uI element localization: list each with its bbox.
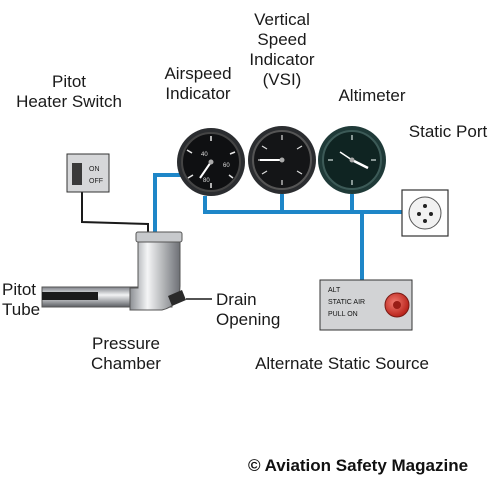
alternate-static-source-label: Alternate Static Source <box>255 354 429 373</box>
switch-on-label: ON <box>89 166 100 173</box>
static-port <box>401 189 449 237</box>
pitot-tube-label: Pitot Tube <box>2 280 41 319</box>
static-port-label: Static Port <box>408 122 488 141</box>
pressure-chamber-label: Pressure Chamber <box>91 334 161 373</box>
pitot-heater-switch-label: Pitot Heater Switch <box>16 72 122 111</box>
alternate-static-panel: ALT STATIC AIR PULL ON <box>319 279 413 331</box>
vsi-gauge <box>248 126 316 194</box>
pitot-tube-opening <box>42 292 98 300</box>
heater-switch-panel <box>66 153 110 193</box>
static-pressure-line <box>203 196 362 214</box>
switch-off-label: OFF <box>89 178 103 185</box>
alt-panel-line-3: PULL ON <box>328 311 358 318</box>
drain-opening <box>168 290 186 306</box>
copyright-notice: © Aviation Safety Magazine <box>248 456 469 475</box>
svg-text:80: 80 <box>203 178 210 184</box>
alt-panel-line-1: ALT <box>328 287 341 294</box>
svg-text:40: 40 <box>201 152 208 158</box>
pressure-chamber-cap <box>135 231 183 243</box>
pitot-pressure-line <box>153 173 185 232</box>
altimeter-gauge <box>318 126 386 194</box>
altimeter-label: Altimeter <box>338 86 406 105</box>
switch-wire <box>81 192 149 234</box>
airspeed-indicator-label: Airspeed Indicator <box>164 64 232 103</box>
drain-opening-label: Drain Opening <box>216 290 281 329</box>
airspeed-indicator-gauge: 40 60 80 <box>177 128 245 196</box>
heater-switch-toggle <box>72 163 82 185</box>
vsi-label: Vertical Speed Indicator (VSI) <box>249 10 315 89</box>
alt-panel-line-2: STATIC AIR <box>328 299 365 306</box>
svg-text:60: 60 <box>223 163 230 169</box>
